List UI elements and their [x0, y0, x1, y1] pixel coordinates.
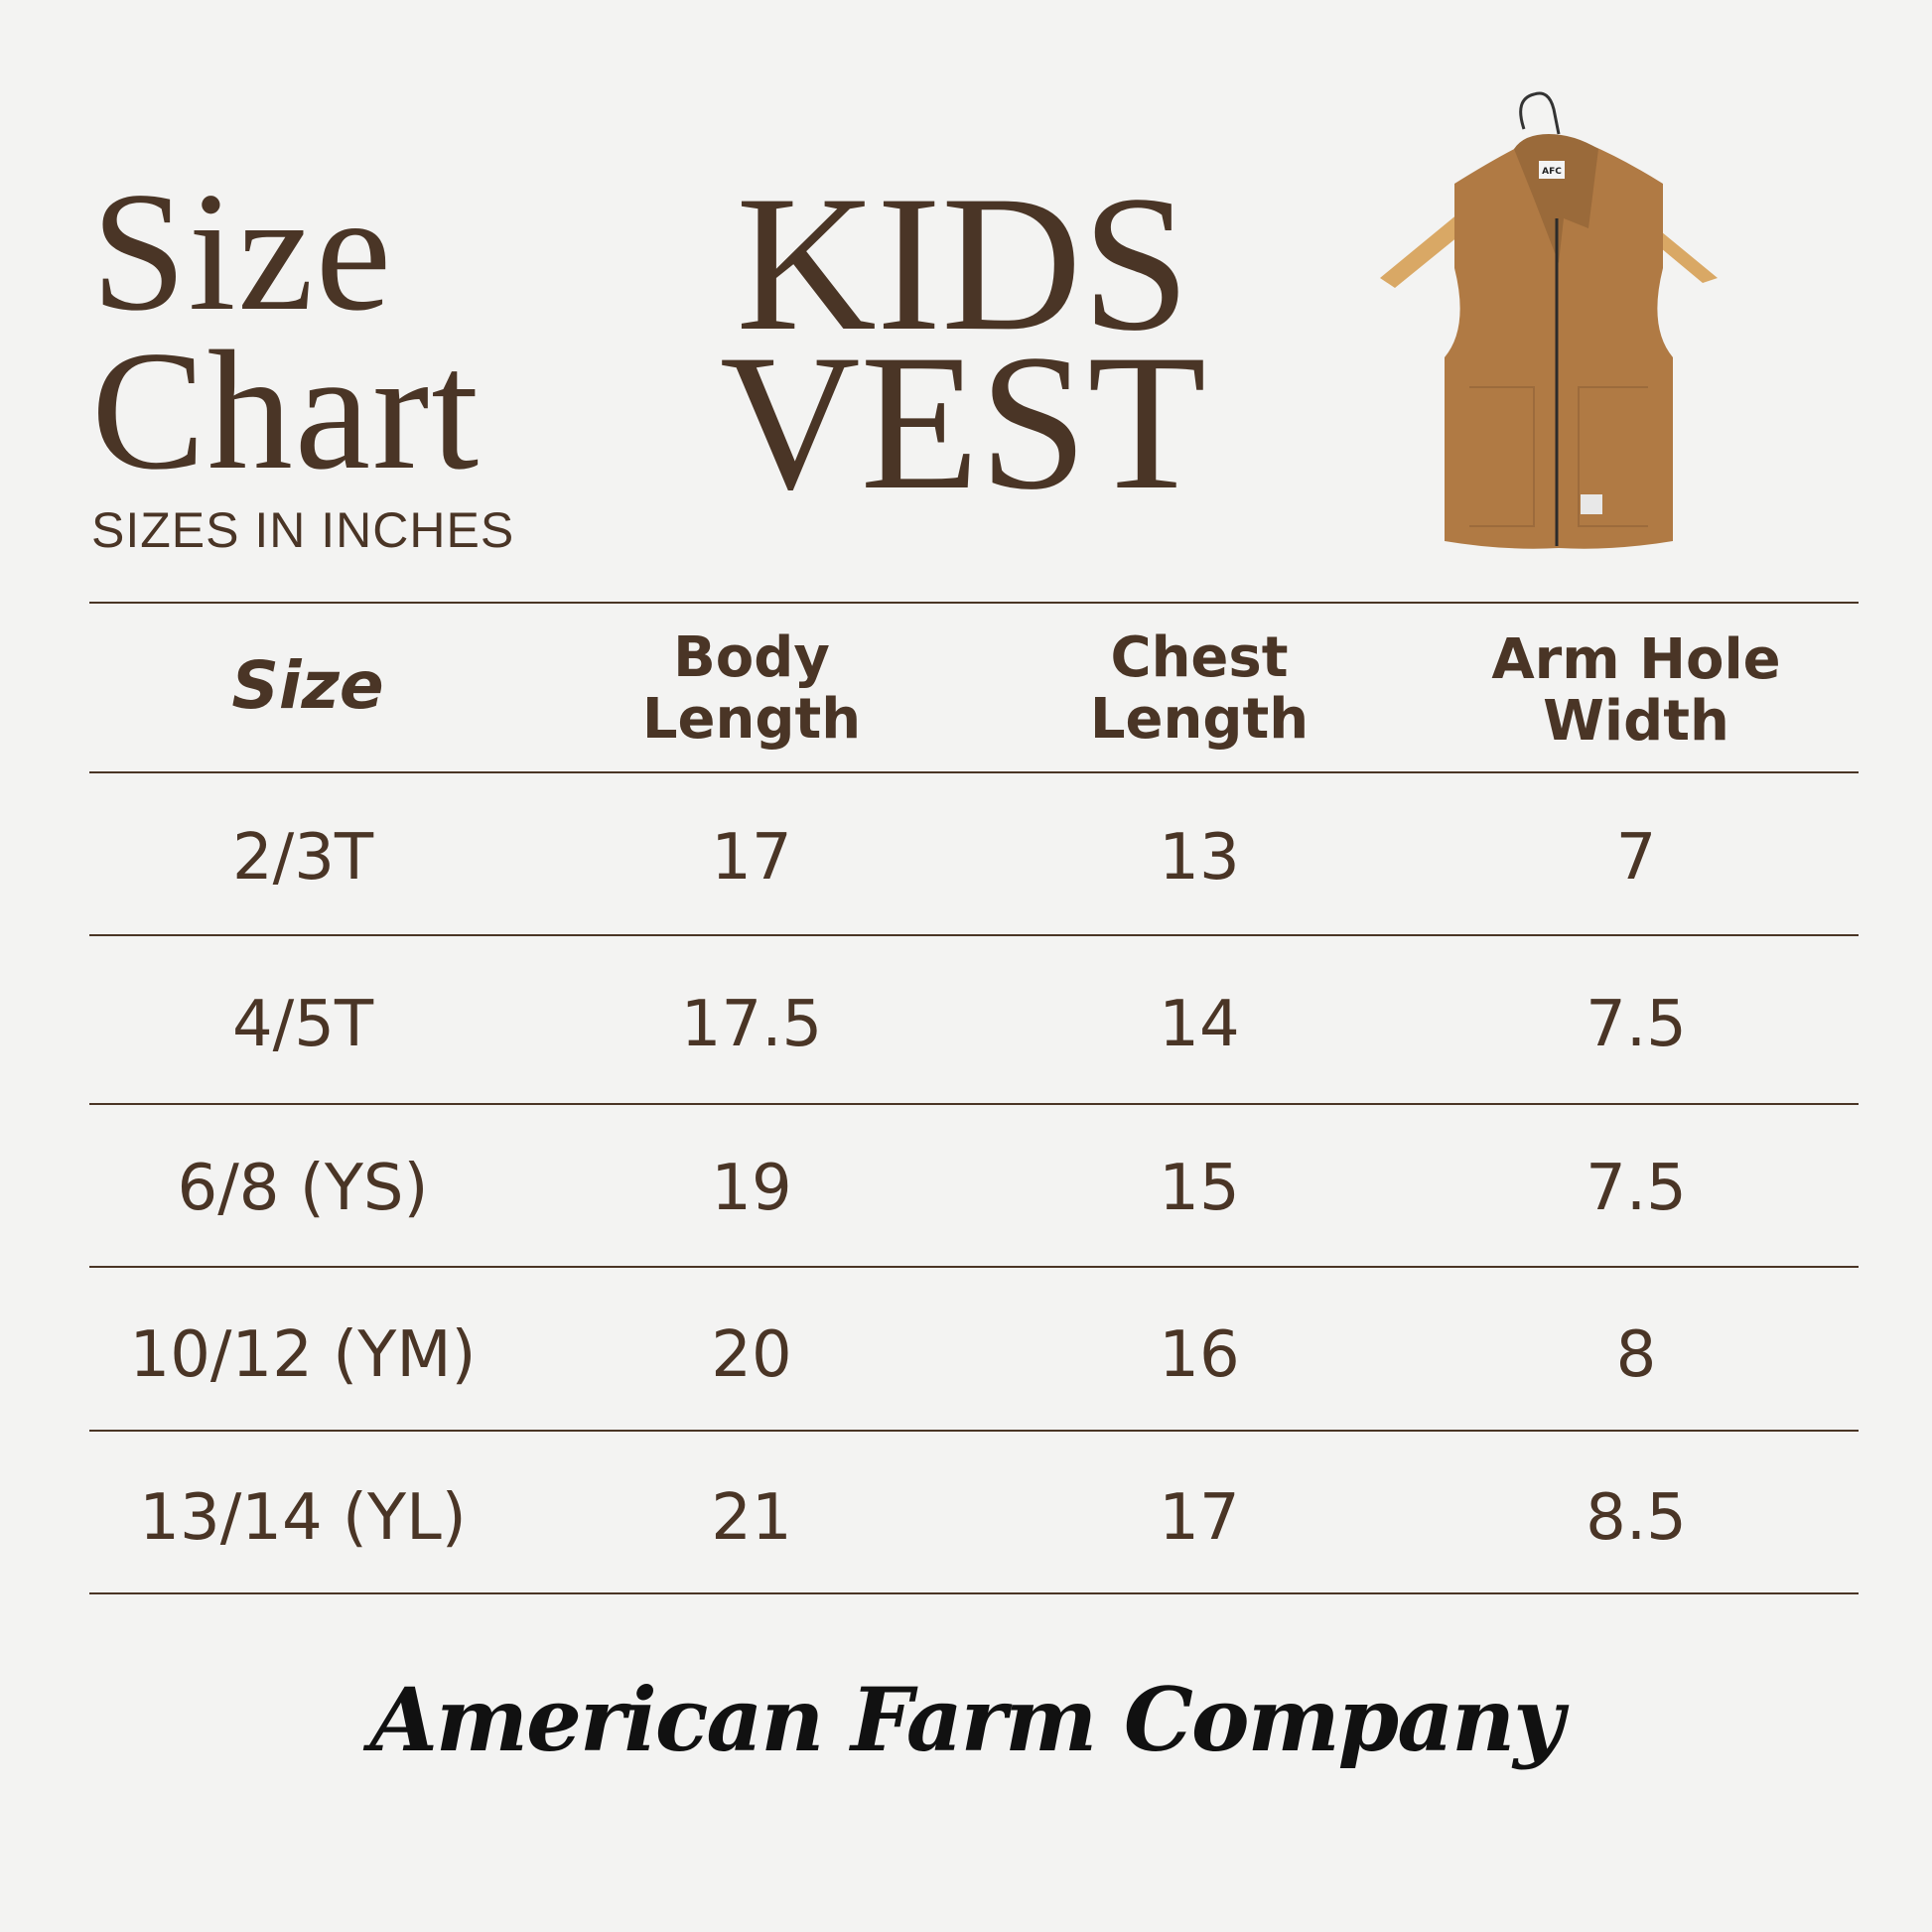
header-line: Width [1543, 689, 1729, 754]
header-line: Length [641, 687, 862, 752]
table-cell: 21 [711, 1481, 792, 1555]
table-cell: 2/3T [231, 821, 374, 895]
table-cell: 15 [1159, 1152, 1240, 1225]
table-cell: 4/5T [231, 988, 374, 1061]
header-line: Body [673, 625, 830, 690]
table-cell: 13 [1159, 821, 1240, 895]
product-title-line1: KIDS [736, 156, 1190, 371]
table-cell: 17.5 [680, 988, 823, 1061]
table-cell: 7.5 [1586, 988, 1687, 1061]
table-cell: 10/12 (YM) [129, 1318, 477, 1392]
table-cell: 17 [711, 821, 792, 895]
divider [89, 1103, 1859, 1105]
header-body-length: Body Length [543, 627, 960, 751]
brand-logo: American Farm Company [369, 1668, 1565, 1771]
header-line: Arm Hole [1491, 627, 1781, 692]
table-cell: 13/14 (YL) [139, 1481, 467, 1555]
units-subtitle: SIZES IN INCHES [91, 502, 515, 558]
product-title-line2: VEST [720, 315, 1206, 530]
table-cell: 7.5 [1586, 1152, 1687, 1225]
table-cell: 7 [1615, 821, 1657, 895]
table-cell: 20 [711, 1318, 792, 1392]
divider [89, 771, 1859, 773]
title-chart: Chart [91, 317, 482, 505]
header-chest-length: Chest Length [991, 627, 1408, 751]
table-cell: 16 [1159, 1318, 1240, 1392]
divider [89, 1266, 1859, 1268]
table-cell: 14 [1159, 988, 1240, 1061]
divider [89, 934, 1859, 936]
header-arm-hole-width: Arm Hole Width [1428, 629, 1845, 753]
divider [89, 1592, 1859, 1594]
table-cell: 6/8 (YS) [177, 1152, 429, 1225]
table-cell: 8 [1615, 1318, 1657, 1392]
table-cell: 19 [711, 1152, 792, 1225]
header-line: Chest [1110, 625, 1289, 690]
vest-image: AFC [1380, 91, 1718, 549]
divider [89, 602, 1859, 604]
table-cell: 8.5 [1586, 1481, 1687, 1555]
title-size: Size [91, 158, 394, 346]
header-line: Length [1089, 687, 1310, 752]
table-cell: 17 [1159, 1481, 1240, 1555]
divider [89, 1430, 1859, 1432]
header-size: Size [231, 647, 384, 724]
brand-tag [1539, 161, 1565, 179]
brand-tag-text: AFC [1542, 167, 1562, 177]
